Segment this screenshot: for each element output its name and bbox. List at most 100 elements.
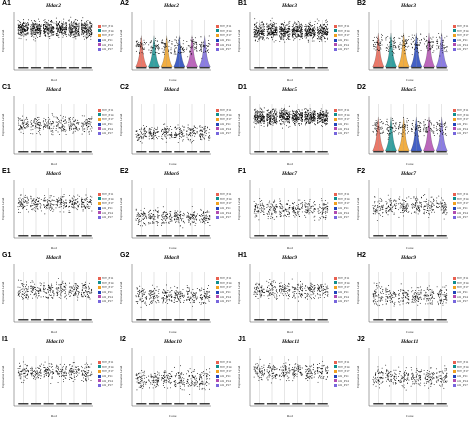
data-point [285, 111, 287, 113]
data-point [53, 116, 55, 118]
data-point [42, 128, 44, 130]
data-point [419, 124, 421, 126]
data-point [269, 114, 271, 116]
data-point [47, 33, 49, 35]
data-point [63, 18, 65, 20]
data-point [415, 133, 417, 135]
data-point [266, 115, 268, 117]
data-point [157, 47, 159, 49]
data-point [45, 120, 46, 122]
data-point [203, 51, 205, 53]
data-point [18, 30, 20, 32]
data-point [47, 24, 49, 26]
data-point [260, 111, 262, 112]
data-point [21, 29, 23, 31]
data-point [193, 130, 195, 132]
data-point [270, 25, 272, 27]
data-point [77, 30, 79, 32]
panel-title: Hdac5 [401, 87, 416, 93]
data-point [51, 29, 53, 31]
data-point [293, 31, 295, 33]
data-point [306, 122, 308, 124]
data-point [27, 27, 29, 29]
data-point [282, 111, 284, 113]
data-point [164, 53, 166, 55]
data-point [87, 35, 89, 37]
data-point [381, 44, 383, 46]
data-point [324, 118, 326, 120]
data-point [34, 209, 36, 211]
data-point [209, 43, 211, 45]
data-point [392, 45, 394, 47]
data-point [259, 113, 261, 115]
legend-label: rd1_P11 [220, 122, 231, 127]
data-point [76, 32, 78, 33]
data-point [83, 30, 85, 32]
data-point [20, 194, 22, 196]
data-point [157, 47, 158, 49]
data-point [427, 43, 428, 45]
data-point [403, 44, 405, 46]
data-point [33, 198, 35, 200]
data-point [282, 28, 284, 30]
data-point [323, 111, 325, 113]
data-point [24, 194, 26, 196]
data-point [139, 53, 141, 54]
data-point [34, 127, 36, 129]
data-point [321, 121, 323, 123]
data-point [373, 44, 374, 46]
data-point [375, 120, 377, 122]
data-point [326, 21, 328, 23]
data-point [37, 123, 39, 125]
data-point [314, 28, 316, 30]
legend-swatch [98, 131, 101, 135]
data-point [200, 137, 202, 139]
data-point [82, 124, 84, 126]
data-point [304, 115, 306, 117]
data-point [441, 34, 443, 36]
data-point [161, 137, 163, 139]
data-point [310, 109, 312, 111]
data-point [267, 122, 269, 124]
data-point [280, 29, 282, 31]
data-point [61, 126, 63, 128]
data-point [208, 40, 209, 42]
data-point [297, 27, 298, 29]
data-point [52, 34, 54, 36]
panel-c2: C2 Hdac4 Expression Level Cone WT_P11 WT_P14 W… [118, 84, 236, 168]
data-point [200, 133, 202, 135]
data-point [200, 51, 202, 53]
data-point [307, 110, 308, 112]
data-point [21, 198, 23, 200]
data-point [321, 114, 323, 116]
group-baseline [18, 235, 29, 237]
data-point [149, 42, 151, 44]
data-point [442, 133, 444, 135]
group-baseline [317, 67, 328, 69]
data-point [164, 127, 166, 129]
data-point [319, 41, 321, 43]
data-point [174, 136, 176, 138]
data-point [322, 30, 324, 32]
data-point [292, 29, 294, 30]
data-point [258, 36, 260, 38]
data-point [48, 200, 50, 202]
data-point [372, 124, 374, 126]
data-point [87, 127, 89, 129]
data-point [32, 205, 33, 206]
data-point [304, 28, 306, 30]
data-point [280, 35, 282, 37]
data-point [40, 26, 42, 27]
data-point [70, 129, 72, 131]
data-point [306, 29, 308, 31]
data-point [192, 134, 194, 136]
data-point [174, 49, 176, 51]
data-point [153, 47, 154, 49]
data-point [308, 117, 310, 119]
data-point [84, 23, 86, 25]
data-point [308, 26, 310, 28]
data-point [387, 51, 389, 52]
data-point [288, 119, 290, 121]
data-point [65, 202, 67, 203]
data-point [55, 116, 57, 118]
